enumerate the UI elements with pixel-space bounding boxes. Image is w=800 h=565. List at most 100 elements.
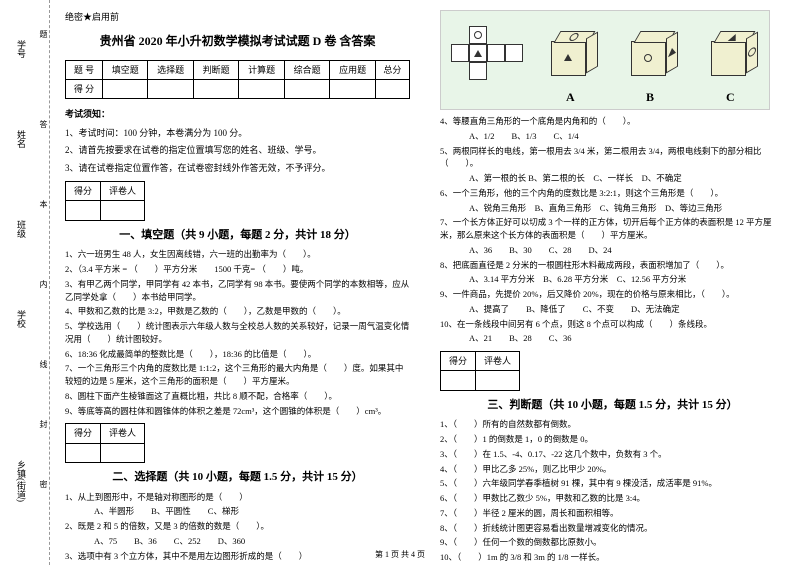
seal-text-5: 线 — [38, 360, 49, 368]
question: 3、有甲乙两个同学，甲同学有 42 本书，乙同学有 98 本书。要使两个同学的本… — [65, 278, 410, 304]
question: 3、（ ）在 1.5、-4、0.17、-22 这几个数中，负数有 3 个。 — [440, 448, 785, 461]
options: A、36 B、30 C、28 D、24 — [452, 244, 785, 257]
section-3-title: 三、判断题（共 10 小题，每题 1.5 分，共计 15 分） — [440, 397, 785, 415]
th: 填空题 — [102, 60, 147, 79]
circle-icon — [568, 33, 581, 41]
circle-icon — [474, 31, 482, 39]
question: 6、一个三角形，他的三个内角的度数比是 3:2:1，则这个三角形是（ ）。 — [440, 187, 785, 200]
section-score-bar: 得分 评卷人 — [65, 423, 410, 463]
seal-text-2: 答 — [38, 120, 49, 128]
seal-text-6: 封 — [38, 420, 49, 428]
question: 5、两根同样长的电线，第一根用去 3/4 米，第二根用去 3/4，两根电线剩下的… — [440, 145, 785, 171]
question: 5、（ ）六年级同学春季植树 91 棵，其中有 9 棵没活，成活率是 91%。 — [440, 477, 785, 490]
th: 判断题 — [193, 60, 238, 79]
td — [330, 79, 375, 98]
options: A、提高了 B、降低了 C、不变 D、无法确定 — [452, 303, 785, 316]
cube-c — [711, 31, 761, 81]
margin-label-name: 姓名 — [15, 130, 28, 148]
question: 6、（ ）甲数比乙数少 5%，甲数和乙数的比是 3:4。 — [440, 492, 785, 505]
exam-title: 贵州省 2020 年小升初数学模拟考试试题 D 卷 含答案 — [65, 32, 410, 51]
question: 9、一件商品，先提价 20%，后又降价 20%，现在的价格与原来相比，（ ）。 — [440, 288, 785, 301]
notice-item: 3、请在试卷指定位置作答，在试卷密封线外作答无效，不予评分。 — [65, 161, 410, 175]
question: 4、（ ）甲比乙多 25%，则乙比甲少 20%。 — [440, 463, 785, 476]
cube-b — [631, 31, 681, 81]
question: 1、（ ）所有的自然数都有倒数。 — [440, 418, 785, 431]
question: 10、在一条线段中间另有 6 个点，则这 8 个点可以构成（ ）条线段。 — [440, 318, 785, 331]
td — [148, 79, 193, 98]
margin-label-class: 班级 — [15, 220, 28, 238]
section-score-bar: 得分 评卷人 — [440, 351, 785, 391]
question: 5、学校选用（ ）统计图表示六年级人数与全校总人数的关系较好，记录一周气温变化情… — [65, 320, 410, 346]
question: 2、（ ）1 的倒数是 1，0 的倒数是 0。 — [440, 433, 785, 446]
options: A、21 B、28 C、36 — [452, 332, 785, 345]
question: 2、既是 2 和 5 的倍数，又是 3 的倍数的数是（ ）。 — [65, 520, 410, 533]
cube-a — [551, 31, 601, 81]
circle-icon — [644, 54, 652, 62]
notice-title: 考试须知： — [65, 107, 410, 121]
margin-label-school: 学校 — [15, 310, 28, 328]
th: 选择题 — [148, 60, 193, 79]
options: A、1/2 B、1/3 C、1/4 — [452, 130, 785, 143]
td — [284, 79, 329, 98]
page-container: 学号 姓名 班级 学校 乡镇(街道) 题 答 本 内 线 封 密 绝密★启用前 … — [0, 0, 800, 565]
options: A、第一根的长 B、第二根的长 C、一样长 D、不确定 — [452, 172, 785, 185]
th: 计算题 — [239, 60, 284, 79]
margin-label-id: 学号 — [15, 40, 28, 58]
triangle-icon — [728, 34, 740, 41]
grader-label: 评卷人 — [101, 424, 145, 443]
grader-label: 评卷人 — [476, 352, 520, 371]
options: A、半圆形 B、平圆性 C、梯形 — [77, 505, 410, 518]
seal-text-4: 内 — [38, 280, 49, 288]
question: 1、六一班男生 48 人，女生因离线错，六一班的出勤率为（ ）。 — [65, 248, 410, 261]
triangle-icon — [668, 46, 676, 58]
score-table: 题 号 填空题 选择题 判断题 计算题 综合题 应用题 总分 得 分 — [65, 60, 410, 100]
section-score-bar: 得分 评卷人 — [65, 181, 410, 221]
score-label: 得分 — [441, 352, 476, 371]
cube-label-c: C — [726, 88, 735, 107]
question: 8、（ ）折线统计图更容易看出数量增减变化的情况。 — [440, 522, 785, 535]
th: 总分 — [375, 60, 409, 79]
td — [375, 79, 409, 98]
seal-text-3: 本 — [38, 200, 49, 208]
score-label: 得分 — [66, 424, 101, 443]
seal-text-1: 题 — [38, 30, 49, 38]
triangle-icon — [564, 54, 572, 61]
td — [193, 79, 238, 98]
th: 应用题 — [330, 60, 375, 79]
options: A、3.14 平方分米 B、6.28 平方分米 C、12.56 平方分米 — [452, 273, 785, 286]
right-column: A B C 4、等腰直角三角形的一个底角是内角和的（ ）。 A、1/2 B、1/… — [425, 0, 800, 565]
content-area: 绝密★启用前 贵州省 2020 年小升初数学模拟考试试题 D 卷 含答案 题 号… — [50, 0, 800, 565]
question: 2、（3.4 平方米 = （ ）平方分米 1500 千克= （ ）吨。 — [65, 263, 410, 276]
question: 9、等底等高的圆柱体和圆锥体的体积之差是 72cm³，这个圆锥的体积是（ ）cm… — [65, 405, 410, 418]
table-row: 题 号 填空题 选择题 判断题 计算题 综合题 应用题 总分 — [66, 60, 410, 79]
cube-label-b: B — [646, 88, 654, 107]
notice-item: 1、考试时间：100 分钟，本卷满分为 100 分。 — [65, 126, 410, 140]
options: A、75 B、36 C、252 D、360 — [77, 535, 410, 548]
notice-item: 2、请首先按要求在试卷的指定位置填写您的姓名、班级、学号。 — [65, 143, 410, 157]
cube-figure: A B C — [440, 10, 770, 110]
question: 8、把底面直径是 2 分米的一根圆柱形木料截成两段，表面积增加了（ ）。 — [440, 259, 785, 272]
circle-icon — [748, 46, 756, 59]
options: A、锐角三角形 B、直角三角形 C、钝角三角形 D、等边三角形 — [452, 202, 785, 215]
confidential-tag: 绝密★启用前 — [65, 10, 410, 24]
binding-margin: 学号 姓名 班级 学校 乡镇(街道) 题 答 本 内 线 封 密 — [0, 0, 50, 565]
question: 7、（ ）半径 2 厘米的圆，周长和面积相等。 — [440, 507, 785, 520]
question: 7、一个三角形三个内角的度数比是 1:1:2，这个三角形的最大内角是（ ）度。如… — [65, 362, 410, 388]
question: 9、（ ）任何一个数的倒数都比原数小。 — [440, 536, 785, 549]
th: 综合题 — [284, 60, 329, 79]
td — [102, 79, 147, 98]
seal-text-7: 密 — [38, 480, 49, 488]
question: 4、等腰直角三角形的一个底角是内角和的（ ）。 — [440, 115, 785, 128]
page-footer: 第 1 页 共 4 页 — [0, 549, 800, 560]
section-1-title: 一、填空题（共 9 小题，每题 2 分，共计 18 分） — [65, 227, 410, 245]
cube-label-a: A — [566, 88, 575, 107]
score-label: 得分 — [66, 181, 101, 200]
question: 8、圆柱下面产生棱锥面这了直概比粗，共比 8 顺不配，合格率（ ）。 — [65, 390, 410, 403]
question: 1、从上到图形中，不是轴对称图形的是（ ） — [65, 491, 410, 504]
question: 6、18:36 化成最简单的整数比是（ ），18:36 的比值是（ ）。 — [65, 348, 410, 361]
th: 题 号 — [66, 60, 103, 79]
td: 得 分 — [66, 79, 103, 98]
td — [239, 79, 284, 98]
grader-label: 评卷人 — [101, 181, 145, 200]
left-column: 绝密★启用前 贵州省 2020 年小升初数学模拟考试试题 D 卷 含答案 题 号… — [50, 0, 425, 565]
